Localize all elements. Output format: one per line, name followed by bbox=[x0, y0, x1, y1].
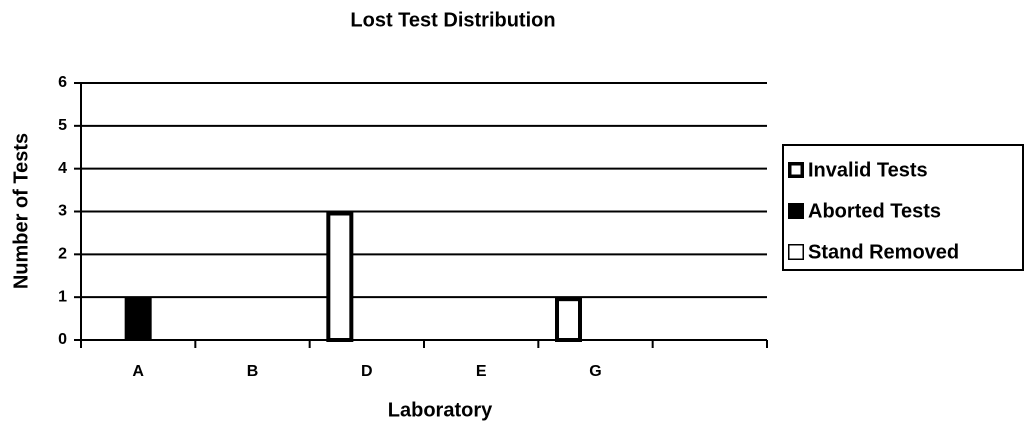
y-axis-title: Number of Tests bbox=[10, 133, 32, 289]
legend-swatch bbox=[788, 244, 804, 260]
y-tick-label: 4 bbox=[58, 160, 67, 177]
bar bbox=[555, 297, 582, 342]
y-tick-label: 5 bbox=[58, 117, 67, 134]
x-tick-label: D bbox=[361, 363, 373, 380]
bar bbox=[124, 297, 152, 341]
legend-swatch bbox=[788, 162, 804, 178]
y-tick-label: 0 bbox=[58, 331, 67, 348]
y-tick-label: 3 bbox=[58, 203, 67, 220]
x-tick-label: G bbox=[589, 363, 601, 380]
x-tick-label: A bbox=[132, 363, 144, 380]
y-tick-label: 6 bbox=[58, 74, 67, 91]
legend-box bbox=[782, 144, 1024, 271]
y-tick-label: 1 bbox=[58, 288, 67, 305]
legend-swatch bbox=[788, 203, 804, 219]
legend-text: Stand Removed bbox=[808, 241, 959, 263]
chart-title: Lost Test Distribution bbox=[350, 9, 555, 31]
x-axis-title: Laboratory bbox=[388, 399, 493, 421]
y-tick-label: 2 bbox=[58, 246, 67, 263]
bar bbox=[326, 211, 354, 342]
x-tick-label: B bbox=[247, 363, 259, 380]
legend-text: Invalid Tests bbox=[808, 159, 928, 181]
legend-text: Aborted Tests bbox=[808, 200, 941, 222]
x-tick-label: E bbox=[476, 363, 487, 380]
